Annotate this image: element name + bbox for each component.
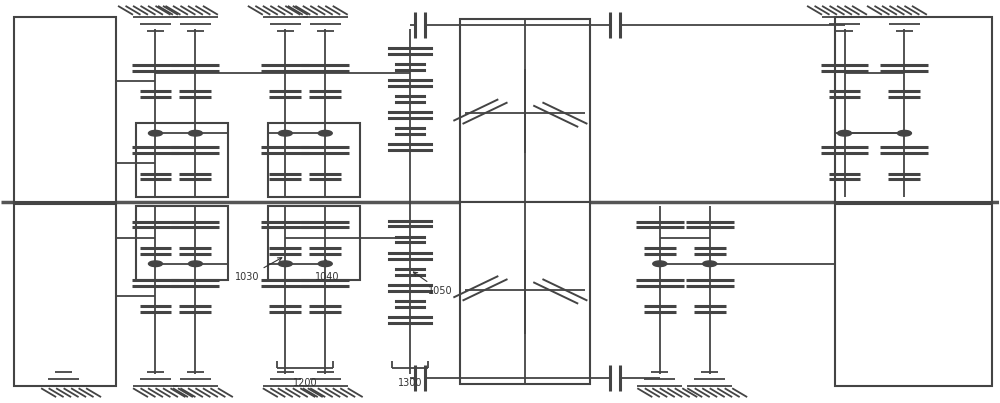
Text: 1300: 1300 (398, 378, 422, 388)
Text: 1200: 1200 (293, 378, 318, 388)
Bar (268, 206, 360, 280)
Text: 1040: 1040 (315, 260, 340, 282)
Circle shape (148, 131, 162, 136)
Circle shape (188, 131, 202, 136)
Bar (14, 204, 116, 386)
Bar (268, 123, 360, 197)
Text: 1030: 1030 (235, 258, 282, 282)
Circle shape (703, 261, 717, 266)
Circle shape (838, 131, 852, 136)
Circle shape (278, 261, 292, 266)
Circle shape (148, 261, 162, 266)
Circle shape (318, 131, 332, 136)
Bar (136, 123, 228, 197)
Circle shape (278, 131, 292, 136)
Circle shape (897, 131, 911, 136)
Circle shape (653, 261, 667, 266)
Bar (835, 204, 992, 386)
Circle shape (188, 261, 202, 266)
Bar (460, 19, 590, 202)
Bar (460, 202, 590, 384)
Bar (14, 17, 116, 202)
Text: 1050: 1050 (413, 272, 453, 296)
Circle shape (318, 261, 332, 266)
Bar (136, 206, 228, 280)
Bar (835, 17, 992, 202)
